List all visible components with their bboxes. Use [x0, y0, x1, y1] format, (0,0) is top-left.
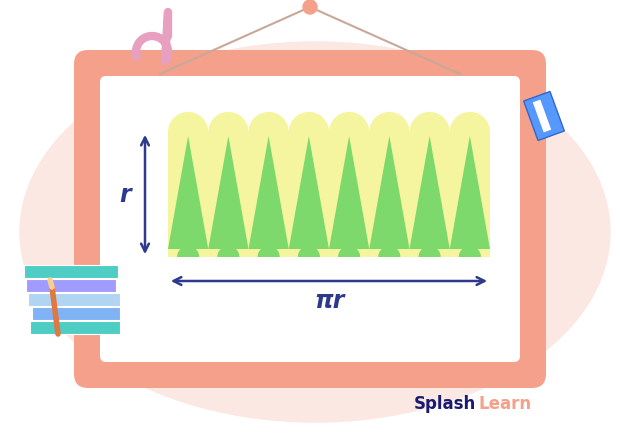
Polygon shape — [329, 136, 370, 249]
Polygon shape — [370, 112, 409, 132]
Polygon shape — [177, 246, 199, 257]
Ellipse shape — [20, 42, 610, 422]
Polygon shape — [257, 246, 280, 257]
Polygon shape — [249, 112, 289, 132]
Polygon shape — [338, 246, 360, 257]
Polygon shape — [450, 112, 490, 132]
Bar — [533, 99, 551, 133]
Polygon shape — [370, 136, 409, 249]
Polygon shape — [459, 246, 481, 257]
Polygon shape — [378, 246, 401, 257]
Polygon shape — [168, 112, 208, 132]
Polygon shape — [409, 136, 450, 249]
Bar — [32, 307, 120, 320]
Polygon shape — [409, 112, 450, 132]
Polygon shape — [329, 112, 370, 132]
Polygon shape — [289, 136, 329, 249]
Polygon shape — [249, 136, 289, 249]
Bar — [28, 293, 120, 306]
Polygon shape — [418, 246, 441, 257]
Bar — [524, 91, 564, 141]
Polygon shape — [298, 246, 320, 257]
Bar — [30, 321, 120, 334]
Polygon shape — [168, 136, 208, 249]
Text: Splash: Splash — [414, 395, 476, 413]
FancyBboxPatch shape — [100, 76, 520, 362]
Text: Learn: Learn — [478, 395, 531, 413]
Polygon shape — [450, 136, 490, 249]
Circle shape — [303, 0, 317, 14]
Bar — [168, 132, 490, 257]
Polygon shape — [289, 112, 329, 132]
FancyBboxPatch shape — [74, 50, 546, 388]
Bar — [26, 279, 116, 292]
Polygon shape — [217, 246, 239, 257]
Text: πr: πr — [314, 289, 344, 313]
Text: r: r — [119, 183, 131, 206]
Polygon shape — [208, 136, 249, 249]
Polygon shape — [208, 112, 249, 132]
Bar — [24, 265, 118, 278]
